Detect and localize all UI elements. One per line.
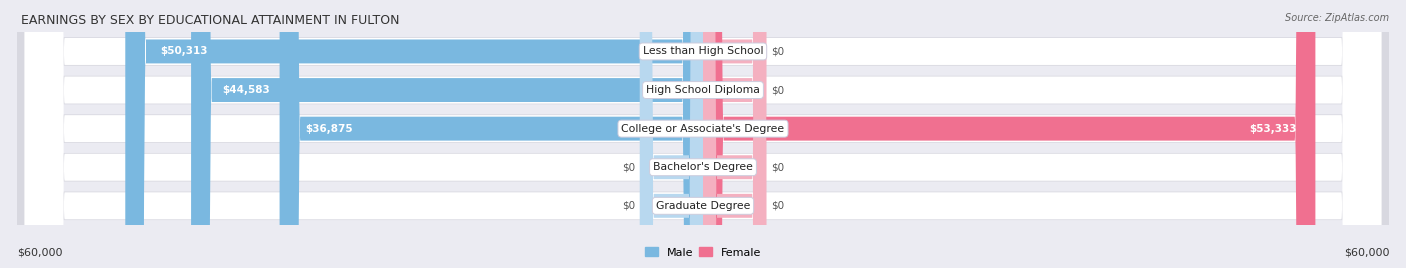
FancyBboxPatch shape [191, 0, 703, 268]
Text: $44,583: $44,583 [222, 85, 270, 95]
FancyBboxPatch shape [703, 0, 766, 268]
FancyBboxPatch shape [17, 0, 1389, 268]
Text: EARNINGS BY SEX BY EDUCATIONAL ATTAINMENT IN FULTON: EARNINGS BY SEX BY EDUCATIONAL ATTAINMEN… [21, 14, 399, 27]
FancyBboxPatch shape [17, 0, 1389, 268]
FancyBboxPatch shape [640, 0, 703, 268]
FancyBboxPatch shape [24, 0, 1382, 268]
FancyBboxPatch shape [703, 0, 766, 268]
FancyBboxPatch shape [24, 0, 1382, 268]
Text: $60,000: $60,000 [17, 247, 62, 257]
Text: High School Diploma: High School Diploma [647, 85, 759, 95]
FancyBboxPatch shape [703, 0, 766, 268]
FancyBboxPatch shape [24, 0, 1382, 268]
FancyBboxPatch shape [17, 0, 1389, 268]
FancyBboxPatch shape [17, 0, 1389, 268]
Text: $60,000: $60,000 [1344, 247, 1389, 257]
FancyBboxPatch shape [703, 0, 766, 268]
Text: $0: $0 [770, 162, 785, 172]
Text: $50,313: $50,313 [160, 46, 208, 57]
FancyBboxPatch shape [125, 0, 703, 268]
FancyBboxPatch shape [640, 0, 703, 268]
Text: Less than High School: Less than High School [643, 46, 763, 57]
Text: $0: $0 [621, 201, 636, 211]
Text: $53,333: $53,333 [1250, 124, 1296, 134]
Text: College or Associate's Degree: College or Associate's Degree [621, 124, 785, 134]
FancyBboxPatch shape [24, 0, 1382, 268]
FancyBboxPatch shape [24, 0, 1382, 268]
Text: $0: $0 [770, 85, 785, 95]
Text: $0: $0 [770, 201, 785, 211]
FancyBboxPatch shape [280, 0, 703, 268]
Text: $0: $0 [621, 162, 636, 172]
FancyBboxPatch shape [703, 0, 1316, 268]
Text: Source: ZipAtlas.com: Source: ZipAtlas.com [1285, 13, 1389, 23]
Legend: Male, Female: Male, Female [640, 243, 766, 262]
Text: Bachelor's Degree: Bachelor's Degree [652, 162, 754, 172]
Text: $36,875: $36,875 [305, 124, 353, 134]
FancyBboxPatch shape [17, 0, 1389, 268]
Text: $0: $0 [770, 46, 785, 57]
Text: Graduate Degree: Graduate Degree [655, 201, 751, 211]
